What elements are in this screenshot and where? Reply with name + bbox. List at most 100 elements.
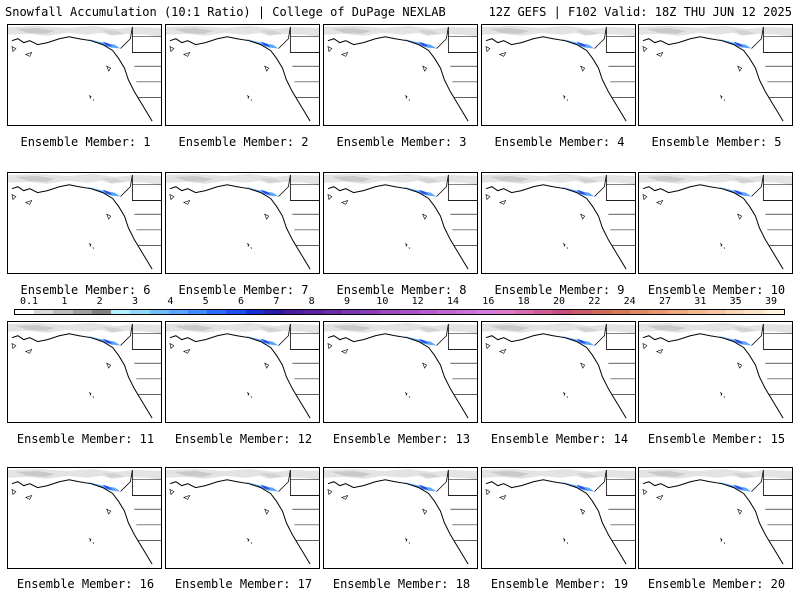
colorbar-tick-label: 16: [482, 296, 495, 307]
colorbar-swatch: [533, 310, 554, 314]
colorbar-swatch: [630, 310, 650, 314]
colorbar-swatch: [15, 310, 35, 314]
ensemble-member-label: Ensemble Member: 7: [178, 283, 309, 297]
colorbar-swatch: [764, 310, 784, 314]
colorbar-swatch: [687, 310, 707, 314]
colorbar-tick-label: 3: [131, 296, 139, 307]
colorbar-swatch: [437, 310, 458, 314]
colorbar-swatch: [34, 310, 54, 314]
ensemble-member-map: [481, 467, 636, 569]
colorbar-swatch: [187, 310, 208, 314]
colorbar-tick-label: 39: [764, 296, 778, 307]
colorbar-swatch: [418, 310, 438, 314]
colorbar-swatch: [303, 310, 323, 314]
ensemble-member-map: [165, 321, 320, 423]
colorbar-tick-label: 12: [411, 296, 424, 307]
colorbar-swatch: [111, 310, 131, 314]
ensemble-member-map: [481, 321, 636, 423]
colorbar-tick-label: 18: [517, 296, 530, 307]
colorbar-swatch: [553, 310, 573, 314]
ensemble-member-map: [7, 467, 162, 569]
ensemble-member-label: Ensemble Member: 15: [647, 432, 786, 446]
colorbar-swatch: [668, 310, 688, 314]
colorbar-swatch: [476, 310, 496, 314]
colorbar-swatch: [572, 310, 592, 314]
ensemble-member-label: Ensemble Member: 14: [490, 432, 629, 446]
colorbar-tick-label: 0.1: [19, 296, 39, 307]
colorbar-tick-label: 1: [61, 296, 68, 307]
ensemble-member-label: Ensemble Member: 8: [336, 283, 467, 297]
colorbar-swatch: [706, 310, 727, 314]
ensemble-member-label: Ensemble Member: 1: [20, 135, 151, 149]
ensemble-member-map: [165, 24, 320, 126]
ensemble-member-map: [638, 172, 793, 274]
colorbar-swatch: [745, 310, 765, 314]
colorbar-swatch: [168, 310, 188, 314]
colorbar-swatch: [284, 310, 304, 314]
ensemble-member-map: [481, 172, 636, 274]
colorbar-tick-label: 24: [623, 296, 636, 307]
ensemble-member-label: Ensemble Member: 12: [174, 432, 313, 446]
ensemble-member-label: Ensemble Member: 11: [16, 432, 155, 446]
colorbar-swatch: [726, 310, 746, 314]
colorbar-swatch: [130, 310, 150, 314]
ensemble-member-label: Ensemble Member: 5: [651, 135, 782, 149]
colorbar-swatch: [649, 310, 669, 314]
colorbar: [14, 309, 785, 315]
colorbar-tick-label: 22: [588, 296, 601, 307]
colorbar-swatch: [591, 310, 611, 314]
ensemble-member-label: Ensemble Member: 19: [490, 577, 629, 591]
colorbar-swatch: [341, 310, 361, 314]
ensemble-member-label: Ensemble Member: 2: [178, 135, 309, 149]
colorbar-tick-label: 9: [343, 296, 351, 307]
colorbar-swatch: [72, 310, 92, 314]
ensemble-member-label: Ensemble Member: 17: [174, 577, 313, 591]
colorbar-swatch: [91, 310, 112, 314]
colorbar-tick-label: 2: [96, 296, 103, 307]
chart-title: Snowfall Accumulation (10:1 Ratio) | Col…: [5, 5, 446, 19]
colorbar-tick-label: 27: [658, 296, 672, 307]
colorbar-tick-label: 7: [273, 296, 280, 307]
colorbar-swatch: [495, 310, 515, 314]
ensemble-member-map: [7, 24, 162, 126]
ensemble-member-map: [481, 24, 636, 126]
colorbar-swatch: [264, 310, 285, 314]
ensemble-member-map: [165, 172, 320, 274]
ensemble-member-map: [323, 172, 478, 274]
colorbar-swatch: [322, 310, 342, 314]
run-info: 12Z GEFS | F102 Valid: 18Z THU JUN 12 20…: [488, 5, 792, 19]
colorbar-swatch: [245, 310, 265, 314]
ensemble-member-label: Ensemble Member: 4: [494, 135, 625, 149]
colorbar-tick-label: 10: [376, 296, 389, 307]
colorbar-tick-label: 8: [308, 296, 315, 307]
ensemble-member-label: Ensemble Member: 13: [332, 432, 471, 446]
ensemble-member-map: [638, 467, 793, 569]
colorbar-swatch: [380, 310, 400, 314]
colorbar-tick-label: 14: [446, 296, 460, 307]
colorbar-swatch: [207, 310, 227, 314]
ensemble-member-map: [638, 321, 793, 423]
ensemble-member-label: Ensemble Member: 6: [20, 283, 151, 297]
colorbar-swatch: [457, 310, 477, 314]
ensemble-member-map: [638, 24, 793, 126]
colorbar-swatch: [514, 310, 534, 314]
colorbar-swatch: [53, 310, 73, 314]
ensemble-member-map: [323, 467, 478, 569]
colorbar-swatch: [399, 310, 419, 314]
colorbar-tick-label: 6: [237, 296, 245, 307]
ensemble-member-label: Ensemble Member: 20: [647, 577, 786, 591]
ensemble-member-map: [323, 321, 478, 423]
colorbar-swatch: [610, 310, 630, 314]
ensemble-member-map: [7, 172, 162, 274]
ensemble-member-label: Ensemble Member: 18: [332, 577, 471, 591]
ensemble-member-map: [7, 321, 162, 423]
ensemble-member-label: Ensemble Member: 3: [336, 135, 467, 149]
colorbar-labels: 0.1 1 2 3 4 5 6 7 8 9 10 12 14 16 18 20 22 24 27 31 35 39: [14, 296, 785, 308]
colorbar-tick-label: 5: [202, 296, 209, 307]
ensemble-member-label: Ensemble Member: 16: [16, 577, 155, 591]
colorbar-tick-label: 35: [729, 296, 742, 307]
colorbar-swatch: [226, 310, 246, 314]
ensemble-member-label: Ensemble Member: 9: [494, 283, 625, 297]
colorbar-tick-label: 20: [552, 296, 566, 307]
colorbar-swatch: [149, 310, 169, 314]
